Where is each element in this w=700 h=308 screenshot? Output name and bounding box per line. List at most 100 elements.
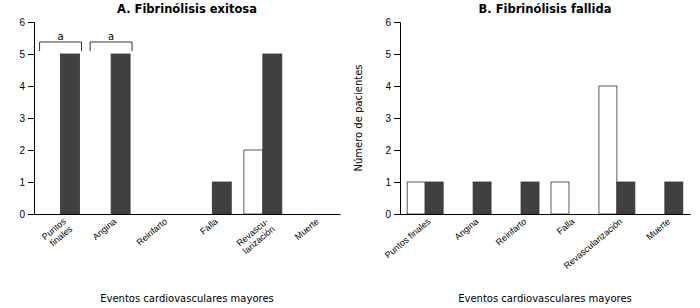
x-tick-label: Reinfarto bbox=[494, 216, 528, 247]
bar bbox=[569, 214, 587, 215]
bar bbox=[503, 214, 521, 215]
y-tick-mark bbox=[28, 118, 34, 119]
y-tick: 0 bbox=[19, 209, 34, 220]
x-tick-label: Revascularización bbox=[562, 216, 624, 271]
x-tick: Revascu-larización bbox=[235, 216, 277, 256]
bar bbox=[313, 214, 332, 215]
bar bbox=[193, 214, 212, 215]
x-tick-label: Puntos finales bbox=[383, 216, 433, 260]
x-axis: Puntos finales Angina Reinfarto FallaRevasc… bbox=[383, 215, 691, 271]
x-tick-label: Angina bbox=[91, 216, 119, 242]
y-tick-mark bbox=[28, 182, 34, 183]
x-tick-label: Reinfarto bbox=[135, 216, 169, 247]
bar bbox=[647, 214, 665, 215]
y-tick: 6 bbox=[19, 17, 34, 28]
annotation: a bbox=[108, 31, 114, 42]
x-tick-label: Muerte bbox=[644, 216, 672, 242]
panel: 0123456Puntos finalesAnginaReinfartoFall… bbox=[353, 2, 691, 304]
x-axis-title: Eventos cardiovasculares mayores bbox=[100, 293, 274, 304]
bar bbox=[599, 86, 617, 214]
y-tick: 4 bbox=[19, 81, 34, 92]
bar bbox=[244, 150, 263, 214]
bar bbox=[425, 182, 443, 214]
bar-series bbox=[244, 150, 263, 214]
title: A. Fibrinólisis exitosa bbox=[117, 2, 257, 16]
y-tick-label: 3 bbox=[385, 113, 391, 124]
bar bbox=[162, 214, 181, 215]
x-tick: Puntosfinales bbox=[40, 216, 75, 250]
x-tick: Revascularización bbox=[562, 216, 624, 271]
bracket: a bbox=[90, 31, 132, 51]
y-tick-mark bbox=[394, 214, 400, 215]
x-tick-label: Falla bbox=[555, 216, 576, 236]
y-tick: 1 bbox=[19, 177, 34, 188]
x-tick-label: Revascu-larización bbox=[235, 216, 277, 256]
x-tick-label: Muerte bbox=[293, 216, 321, 242]
y-tick-label: 3 bbox=[19, 113, 25, 124]
x-tick-label: Angina bbox=[453, 216, 481, 242]
bar bbox=[617, 182, 635, 214]
y-axis-line bbox=[28, 23, 35, 215]
y-axis-line bbox=[394, 23, 401, 215]
y-tick: 5 bbox=[19, 49, 34, 60]
y-tick-label: 6 bbox=[385, 17, 391, 28]
y-tick: 1 bbox=[385, 177, 400, 188]
y-tick-mark bbox=[394, 182, 400, 183]
bar bbox=[473, 182, 491, 214]
title: B. Fibrinólisis fallida bbox=[479, 2, 612, 16]
y-tick: 3 bbox=[385, 113, 400, 124]
y-tick-mark bbox=[28, 22, 34, 23]
bar bbox=[455, 214, 473, 215]
annotations: aa bbox=[40, 31, 133, 51]
bar-series bbox=[425, 182, 683, 214]
y-tick-label: 5 bbox=[385, 49, 391, 60]
bar bbox=[111, 54, 130, 214]
y-tick-label: 2 bbox=[19, 145, 25, 156]
bracket-line bbox=[40, 42, 82, 51]
bars bbox=[61, 54, 282, 214]
y-tick: 0 bbox=[385, 209, 400, 220]
y-axis: 0 1 2 3 4 5 6 bbox=[19, 17, 34, 220]
y-tick-label: 4 bbox=[19, 81, 25, 92]
x-axis-title: Eventos cardiovasculares mayores bbox=[458, 293, 632, 304]
bars bbox=[407, 86, 683, 214]
x-tick: Muerte bbox=[293, 216, 321, 242]
x-tick: Reinfarto bbox=[135, 216, 169, 247]
x-tick: Angina bbox=[453, 216, 481, 242]
x-tick-label: Falla bbox=[198, 216, 219, 236]
y-tick: 2 bbox=[385, 145, 400, 156]
x-tick: Falla bbox=[555, 216, 576, 236]
y-tick-mark bbox=[394, 150, 400, 151]
y-axis-title: Número de pacientes bbox=[353, 64, 364, 171]
panel: 0 1 2 3 4 5 6 Puntosfinales Angina Reinfarto Falla… bbox=[19, 2, 340, 304]
x-tick: Angina bbox=[91, 216, 119, 242]
bar bbox=[263, 54, 282, 214]
y-tick-mark bbox=[28, 150, 34, 151]
x-axis-line bbox=[401, 214, 691, 215]
y-tick-mark bbox=[394, 54, 400, 55]
y-tick-label: 1 bbox=[385, 177, 391, 188]
bar bbox=[551, 182, 569, 214]
x-tick: Puntos finales bbox=[383, 216, 433, 260]
bar bbox=[143, 214, 162, 215]
bar bbox=[665, 182, 683, 214]
x-tick-label: Puntosfinales bbox=[40, 216, 75, 250]
bar bbox=[92, 214, 111, 215]
y-tick-mark bbox=[394, 86, 400, 87]
bracket: a bbox=[40, 31, 82, 51]
bar bbox=[42, 214, 61, 215]
bar bbox=[294, 214, 313, 215]
bar bbox=[407, 182, 425, 214]
x-tick: Muerte bbox=[644, 216, 672, 242]
y-tick-mark bbox=[28, 54, 34, 55]
bar bbox=[61, 54, 80, 214]
y-tick-mark bbox=[394, 118, 400, 119]
x-axis: Puntosfinales Angina Reinfarto Falla Revascu… bbox=[35, 215, 341, 256]
x-tick: Reinfarto bbox=[494, 216, 528, 247]
bar-series bbox=[61, 54, 282, 214]
y-tick-label: 1 bbox=[19, 177, 25, 188]
bracket-line bbox=[90, 42, 132, 51]
y-tick: 5 bbox=[385, 49, 400, 60]
y-tick-mark bbox=[28, 214, 34, 215]
bar bbox=[521, 182, 539, 214]
